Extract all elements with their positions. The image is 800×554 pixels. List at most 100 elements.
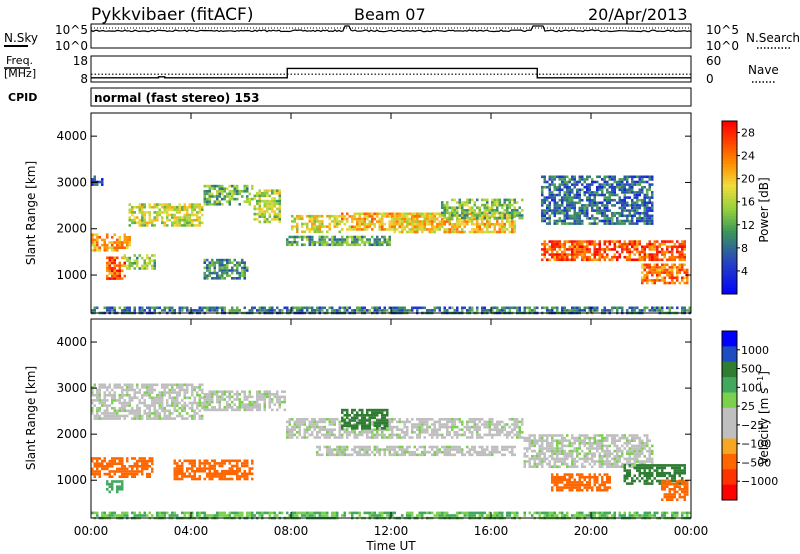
power-colorbar-swatch bbox=[722, 282, 737, 286]
power-cell bbox=[443, 306, 446, 310]
power-cell bbox=[643, 263, 646, 267]
velocity-cell bbox=[126, 386, 129, 389]
power-cell bbox=[321, 309, 324, 312]
velocity-cell bbox=[198, 469, 201, 473]
power-cell bbox=[261, 309, 264, 312]
power-cell bbox=[601, 188, 604, 192]
velocity-cell bbox=[306, 428, 309, 431]
power-colorbar-swatch bbox=[722, 239, 737, 243]
power-cell bbox=[128, 256, 131, 260]
power-cell bbox=[356, 240, 359, 244]
power-cell bbox=[306, 306, 309, 310]
power-cell bbox=[478, 230, 481, 234]
velocity-cell bbox=[116, 414, 119, 418]
power-cell bbox=[618, 211, 621, 215]
power-cell bbox=[311, 220, 314, 223]
power-cell bbox=[553, 222, 556, 225]
power-cell bbox=[98, 236, 101, 239]
velocity-cell bbox=[121, 472, 124, 476]
power-cell bbox=[386, 240, 389, 244]
power-cell bbox=[636, 222, 639, 225]
power-cell bbox=[376, 215, 379, 218]
velocity-cell bbox=[96, 457, 99, 460]
power-cell bbox=[251, 187, 254, 190]
power-cell bbox=[486, 209, 489, 212]
power-cell bbox=[671, 273, 674, 277]
power-cell bbox=[106, 261, 109, 265]
power-cell bbox=[381, 217, 384, 221]
velocity-cell bbox=[236, 398, 239, 401]
power-cell bbox=[683, 306, 686, 310]
power-cell bbox=[613, 245, 616, 249]
power-cell bbox=[631, 191, 634, 194]
velocity-cell bbox=[193, 477, 196, 481]
power-cell bbox=[246, 184, 249, 188]
velocity-cell bbox=[173, 391, 176, 394]
power-cell bbox=[601, 204, 604, 207]
power-cell bbox=[633, 306, 636, 310]
power-cell bbox=[358, 243, 361, 247]
power-cell bbox=[578, 242, 581, 246]
velocity-cell bbox=[116, 485, 119, 488]
velocity-cell bbox=[106, 482, 109, 486]
velocity-cell bbox=[491, 433, 494, 437]
power-cell bbox=[563, 209, 566, 212]
velocity-cell bbox=[376, 427, 379, 430]
power-cell bbox=[613, 191, 616, 194]
velocity-cell bbox=[436, 448, 439, 451]
velocity-cell bbox=[163, 412, 166, 415]
power-cell bbox=[443, 214, 446, 217]
velocity-cell bbox=[131, 388, 134, 392]
velocity-cell bbox=[216, 390, 219, 393]
power-cell bbox=[111, 272, 114, 275]
velocity-cell bbox=[123, 388, 126, 392]
power-cell bbox=[141, 264, 144, 268]
power-cell bbox=[443, 230, 446, 234]
power-cell bbox=[613, 204, 616, 207]
power-cell bbox=[593, 217, 596, 220]
velocity-cell bbox=[451, 420, 454, 424]
power-cell bbox=[558, 245, 561, 249]
power-cell bbox=[366, 238, 369, 241]
power-cell bbox=[208, 190, 211, 193]
velocity-cell bbox=[173, 417, 176, 420]
velocity-cell bbox=[191, 383, 194, 387]
velocity-cell bbox=[161, 404, 164, 407]
power-cell bbox=[333, 214, 336, 218]
power-cell bbox=[378, 212, 381, 216]
power-cell bbox=[576, 193, 579, 197]
power-colorbar-swatch bbox=[722, 181, 737, 185]
velocity-cell bbox=[156, 417, 159, 420]
velocity-cell bbox=[426, 450, 429, 454]
power-cell bbox=[316, 240, 319, 244]
power-cell bbox=[661, 263, 664, 267]
y-tick-label: 3000 bbox=[56, 175, 87, 189]
velocity-cell bbox=[133, 475, 136, 478]
power-echo-region bbox=[91, 175, 104, 186]
power-cell bbox=[141, 309, 144, 312]
power-cell bbox=[656, 306, 659, 310]
power-cell bbox=[216, 277, 219, 280]
power-cell bbox=[586, 211, 589, 215]
power-cell bbox=[343, 215, 346, 218]
velocity-cell bbox=[411, 436, 414, 439]
velocity-cell bbox=[216, 469, 219, 473]
power-cell bbox=[121, 309, 124, 312]
velocity-cell bbox=[208, 467, 211, 470]
velocity-cell bbox=[418, 431, 421, 434]
power-cell bbox=[158, 213, 161, 217]
power-cell bbox=[186, 306, 189, 310]
velocity-cell bbox=[371, 431, 374, 434]
power-cell bbox=[271, 199, 274, 203]
power-cell bbox=[366, 309, 369, 312]
velocity-cell bbox=[386, 411, 389, 414]
power-cell bbox=[668, 255, 671, 259]
velocity-cell bbox=[138, 401, 141, 405]
power-cell bbox=[543, 250, 546, 254]
power-cell bbox=[501, 214, 504, 217]
velocity-cell bbox=[148, 414, 151, 418]
velocity-cell bbox=[138, 459, 141, 463]
power-cell bbox=[671, 279, 674, 282]
power-cell bbox=[563, 178, 566, 181]
